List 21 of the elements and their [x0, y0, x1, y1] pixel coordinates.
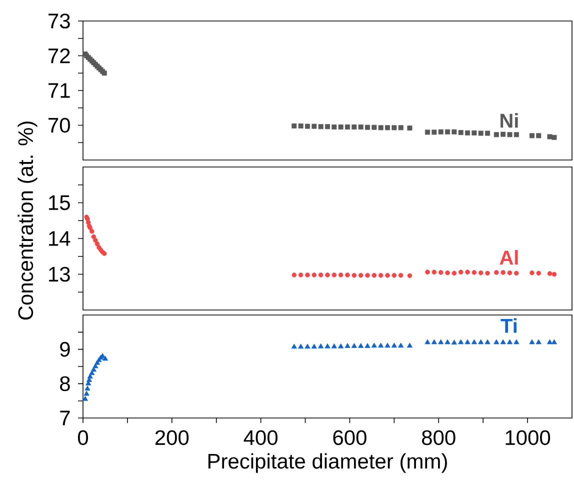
y-tick-label: 13 [49, 266, 70, 282]
series-label: Ti [500, 318, 517, 333]
x-tick-label: 1000 [506, 430, 550, 446]
y-tick-label: 14 [49, 231, 70, 246]
x-tick-label: 0 [78, 430, 88, 446]
y-tick-label: 72 [48, 48, 70, 64]
y-tick-label: 8 [60, 376, 70, 392]
series-label: Ni [500, 113, 518, 128]
x-tick-label: 600 [333, 430, 366, 446]
x-axis-title: Precipitate diameter (mm) [208, 453, 447, 473]
series-label: Al [500, 250, 518, 264]
y-axis-title: Concentration (at. %) [18, 122, 38, 320]
y-tick-label: 7 [60, 410, 70, 426]
x-tick-label: 400 [244, 430, 278, 446]
y-tick-label: 9 [60, 342, 70, 357]
x-tick-label: 800 [422, 430, 456, 446]
x-tick-label: 200 [155, 430, 189, 446]
y-tick-label: 70 [48, 118, 70, 133]
y-tick-label: 73 [48, 14, 70, 28]
y-tick-label: 15 [49, 195, 70, 210]
y-tick-label: 71 [48, 83, 70, 98]
